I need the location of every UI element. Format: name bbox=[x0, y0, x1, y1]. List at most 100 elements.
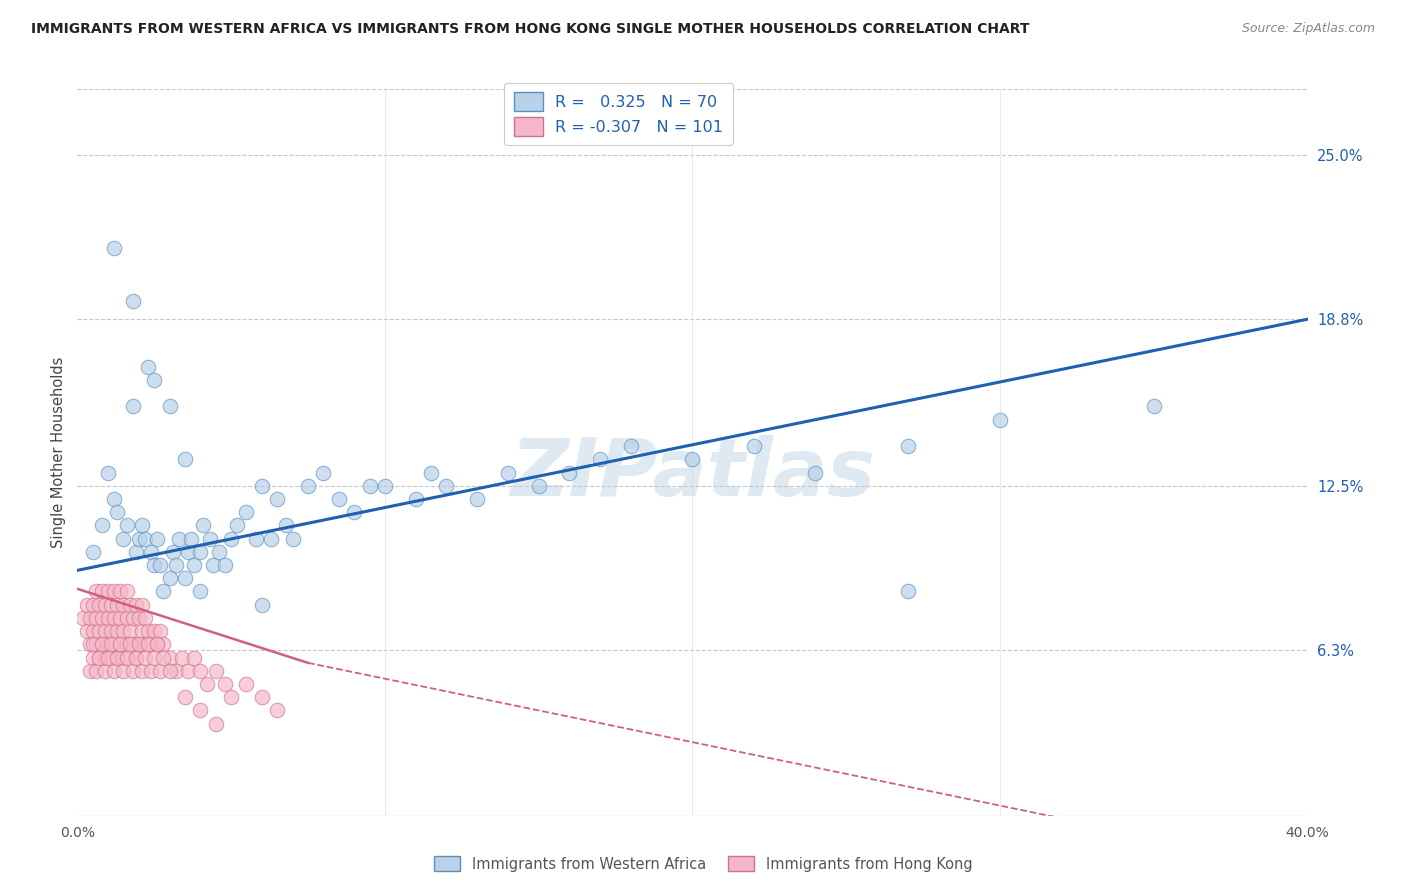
Point bbox=[97, 584, 120, 599]
Point bbox=[79, 611, 101, 625]
Point bbox=[281, 532, 304, 546]
Point bbox=[87, 598, 110, 612]
Point bbox=[84, 637, 107, 651]
Point bbox=[87, 624, 110, 639]
Text: ZIPatlas: ZIPatlas bbox=[510, 435, 875, 514]
Point bbox=[804, 466, 827, 480]
Point bbox=[214, 677, 236, 691]
Point bbox=[103, 664, 125, 678]
Point bbox=[112, 650, 135, 665]
Point bbox=[146, 532, 169, 546]
Point bbox=[174, 452, 197, 467]
Point bbox=[141, 664, 163, 678]
Point bbox=[87, 650, 110, 665]
Point bbox=[125, 545, 148, 559]
Point bbox=[245, 532, 267, 546]
Point bbox=[260, 532, 283, 546]
Point bbox=[219, 532, 242, 546]
Point bbox=[134, 637, 156, 651]
Point bbox=[177, 545, 200, 559]
Point bbox=[94, 598, 117, 612]
Point bbox=[297, 479, 319, 493]
Point bbox=[103, 491, 125, 506]
Point bbox=[87, 650, 110, 665]
Point bbox=[94, 650, 117, 665]
Point bbox=[118, 598, 141, 612]
Point bbox=[121, 664, 143, 678]
Point bbox=[128, 637, 150, 651]
Point bbox=[149, 624, 172, 639]
Point bbox=[84, 584, 107, 599]
Point bbox=[100, 598, 122, 612]
Point bbox=[496, 466, 519, 480]
Point bbox=[143, 650, 166, 665]
Point bbox=[131, 664, 153, 678]
Point bbox=[149, 664, 172, 678]
Point bbox=[128, 637, 150, 651]
Point bbox=[121, 293, 143, 308]
Point bbox=[1143, 400, 1166, 414]
Point bbox=[112, 624, 135, 639]
Point bbox=[110, 584, 132, 599]
Point bbox=[97, 611, 120, 625]
Point bbox=[82, 545, 104, 559]
Point bbox=[125, 650, 148, 665]
Point bbox=[90, 637, 114, 651]
Point bbox=[136, 624, 159, 639]
Point bbox=[82, 624, 104, 639]
Point bbox=[620, 439, 643, 453]
Point bbox=[201, 558, 224, 572]
Point bbox=[359, 479, 381, 493]
Point bbox=[103, 611, 125, 625]
Point bbox=[105, 624, 128, 639]
Point bbox=[115, 637, 138, 651]
Point bbox=[235, 677, 257, 691]
Point bbox=[159, 650, 181, 665]
Point bbox=[742, 439, 765, 453]
Point bbox=[180, 532, 202, 546]
Point bbox=[82, 637, 104, 651]
Point bbox=[152, 650, 174, 665]
Point bbox=[121, 400, 143, 414]
Point bbox=[84, 611, 107, 625]
Point bbox=[76, 624, 98, 639]
Point bbox=[143, 558, 166, 572]
Point bbox=[897, 439, 920, 453]
Point bbox=[465, 491, 488, 506]
Point bbox=[100, 624, 122, 639]
Point bbox=[105, 598, 128, 612]
Point bbox=[105, 505, 128, 519]
Point bbox=[115, 584, 138, 599]
Point bbox=[343, 505, 366, 519]
Point bbox=[188, 703, 212, 717]
Point bbox=[103, 637, 125, 651]
Point bbox=[276, 518, 298, 533]
Point bbox=[128, 532, 150, 546]
Point bbox=[105, 650, 128, 665]
Point bbox=[159, 664, 181, 678]
Point bbox=[82, 598, 104, 612]
Point bbox=[105, 650, 128, 665]
Point bbox=[177, 664, 200, 678]
Text: Source: ZipAtlas.com: Source: ZipAtlas.com bbox=[1241, 22, 1375, 36]
Point bbox=[112, 664, 135, 678]
Point bbox=[165, 558, 187, 572]
Point bbox=[219, 690, 242, 705]
Text: IMMIGRANTS FROM WESTERN AFRICA VS IMMIGRANTS FROM HONG KONG SINGLE MOTHER HOUSEH: IMMIGRANTS FROM WESTERN AFRICA VS IMMIGR… bbox=[31, 22, 1029, 37]
Point bbox=[250, 598, 273, 612]
Point bbox=[162, 545, 184, 559]
Legend: R =   0.325   N = 70, R = -0.307   N = 101: R = 0.325 N = 70, R = -0.307 N = 101 bbox=[505, 83, 733, 145]
Point bbox=[90, 611, 114, 625]
Point bbox=[136, 359, 159, 374]
Point bbox=[115, 611, 138, 625]
Point bbox=[204, 716, 226, 731]
Point bbox=[897, 584, 920, 599]
Point bbox=[125, 598, 148, 612]
Legend: Immigrants from Western Africa, Immigrants from Hong Kong: Immigrants from Western Africa, Immigran… bbox=[427, 850, 979, 878]
Point bbox=[183, 650, 205, 665]
Point bbox=[149, 558, 172, 572]
Point bbox=[208, 545, 231, 559]
Point bbox=[90, 637, 114, 651]
Point bbox=[110, 637, 132, 651]
Point bbox=[188, 584, 212, 599]
